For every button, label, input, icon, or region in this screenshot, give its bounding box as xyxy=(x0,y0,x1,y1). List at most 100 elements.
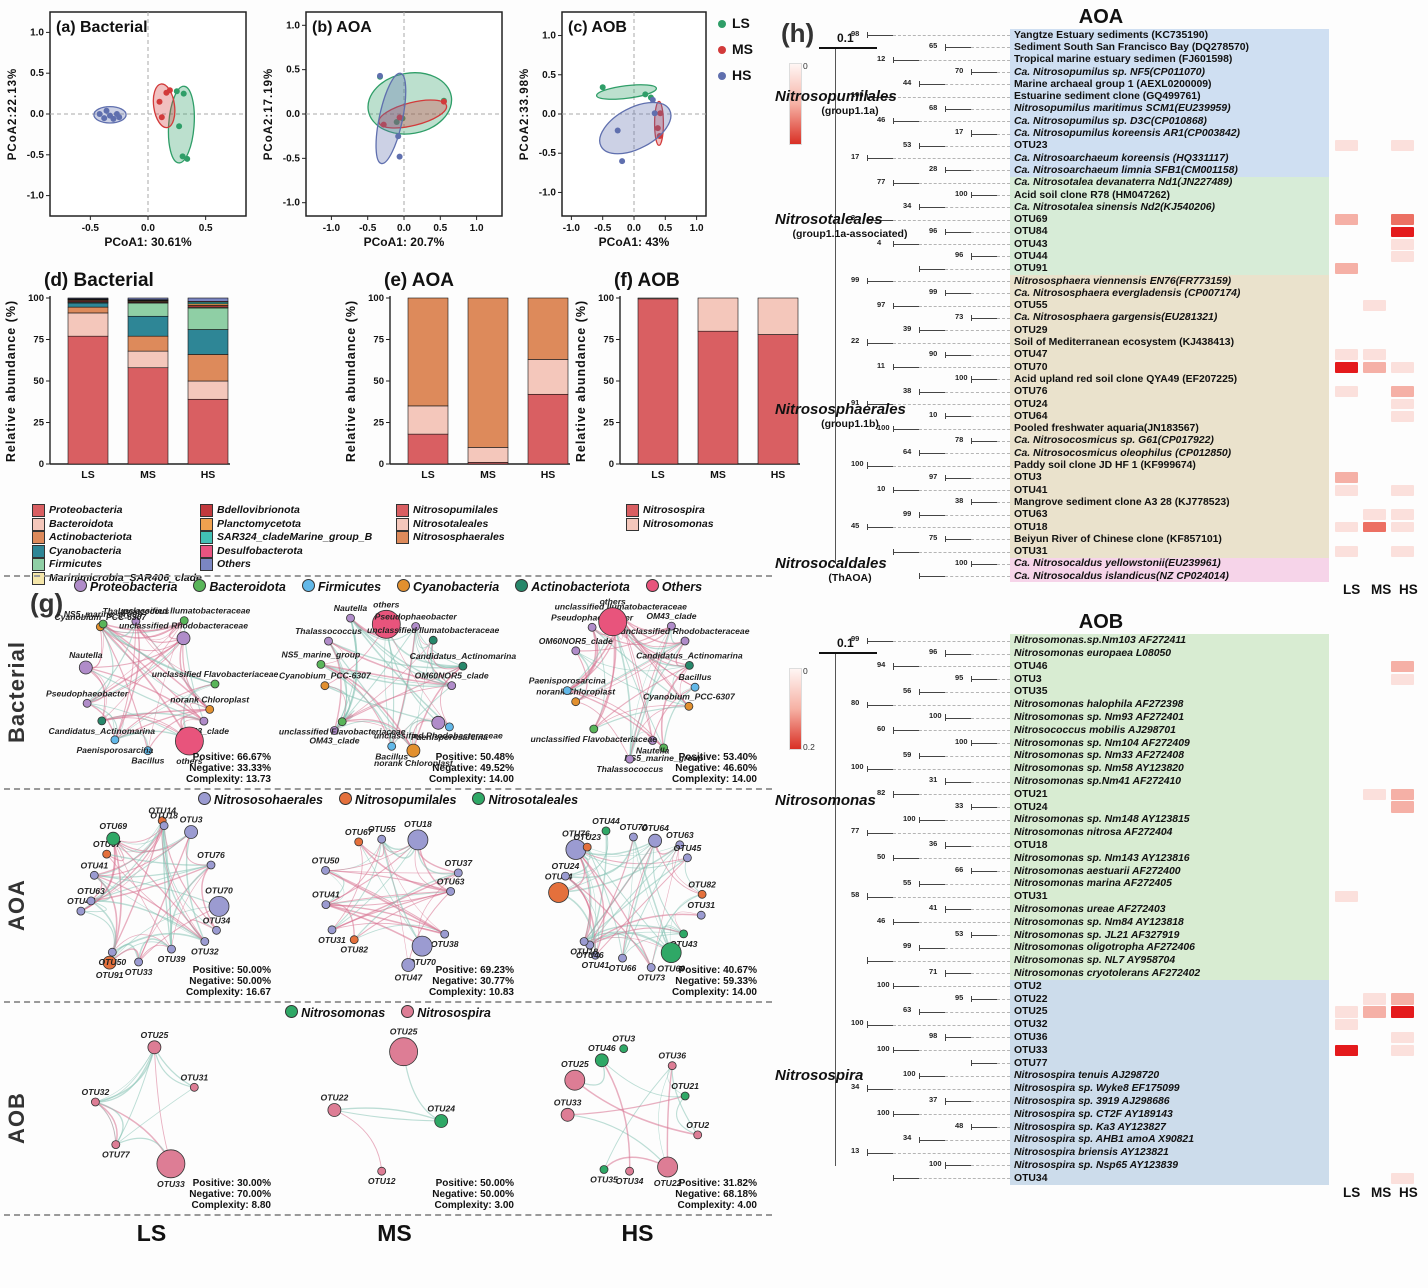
heatmap-cell xyxy=(1391,788,1414,800)
tree-branch: 100 xyxy=(775,1159,1010,1172)
svg-text:unclassified Flavobacteriaceae: unclassified Flavobacteriaceae xyxy=(152,669,279,679)
svg-text:PCoA1: 43%: PCoA1: 43% xyxy=(599,235,670,249)
heatmap-cell xyxy=(1335,635,1358,646)
heatmap-cell xyxy=(1391,484,1414,496)
taxon-label: OTU31 xyxy=(1010,890,1329,904)
tree-branch: 97 xyxy=(775,472,1010,484)
svg-text:OTU31: OTU31 xyxy=(687,900,715,910)
heatmap-cell xyxy=(1363,165,1386,176)
tree-branch: 100 xyxy=(775,558,1010,570)
heatmap-cell xyxy=(1391,571,1414,582)
legend-label: SAR324_cladeMarine_group_B xyxy=(217,531,373,543)
svg-text:-0.5: -0.5 xyxy=(539,148,557,159)
tree-row: 3 OTU69 xyxy=(775,213,1427,226)
heatmap-cell xyxy=(1363,399,1386,410)
taxon-label: Paddy soil clone JD HF 1 (KF999674) xyxy=(1010,459,1329,472)
svg-text:Bacillus: Bacillus xyxy=(679,672,712,682)
heatmap-cell xyxy=(1391,993,1414,1005)
svg-text:-0.5: -0.5 xyxy=(283,153,301,164)
legend-item: Nitrosopumilales xyxy=(396,504,574,518)
heatmap-cell xyxy=(1363,104,1386,115)
svg-text:unclassified Ilumatobacteracea: unclassified Ilumatobacteraceae xyxy=(555,602,688,612)
tree-branch: 77 xyxy=(775,177,1010,189)
tree-row: 64 Ca. Nitrosocosmicus oleophilus (CP0128… xyxy=(775,447,1427,460)
legend-item: Firmicutes xyxy=(301,579,381,594)
taxon-label: Estuarine sediment clone (GQ499761) xyxy=(1010,90,1329,103)
svg-text:75: 75 xyxy=(373,335,384,346)
heatmap-cell xyxy=(1335,904,1358,915)
svg-text:25: 25 xyxy=(33,418,44,429)
heatmap-cell xyxy=(1363,485,1386,496)
svg-text:OM43_clade: OM43_clade xyxy=(646,611,696,621)
taxon-label: Nitrosomonas nitrosa AF272404 xyxy=(1010,826,1329,840)
heatmap-cell xyxy=(1391,361,1414,373)
heatmap-row xyxy=(1329,1057,1427,1070)
heatmap-cell xyxy=(1335,361,1358,373)
heatmap-cell xyxy=(1335,1121,1358,1132)
taxon-label: Ca. Nitrososphaera gargensis(EU281321) xyxy=(1010,311,1329,325)
taxon-label: Nitrosomonas europaea L08050 xyxy=(1010,647,1329,660)
svg-text:OTU31: OTU31 xyxy=(180,1072,208,1082)
taxon-label: Nitrosomonas sp. Nm143 AY123816 xyxy=(1010,851,1329,865)
svg-text:OTU24: OTU24 xyxy=(552,861,580,871)
heatmap-cell xyxy=(1335,1083,1358,1094)
svg-text:PCoA2:17.19%: PCoA2:17.19% xyxy=(263,68,275,161)
tree-row: 78 Ca. Nitrosocosmicus sp. G61(CP017922) xyxy=(775,434,1427,448)
heatmap-cell xyxy=(1335,1134,1358,1145)
tree-row: 50 Nitrosomonas sp. Nm143 AY123816 xyxy=(775,851,1427,865)
svg-text:Thalassococcus: Thalassococcus xyxy=(596,764,663,774)
tree-branch: 100 xyxy=(775,737,1010,750)
pcoa-panel-row: -0.5 0.0 0.5 -1.0 -0.5 0.0 0.5 1.0 PCoA1: 30.61%… xyxy=(4,4,772,268)
svg-text:0.0: 0.0 xyxy=(397,223,411,234)
taxon-label: Yangtze Estuary sediments (KC735190) xyxy=(1010,29,1329,42)
taxon-label: OTU43 xyxy=(1010,238,1329,251)
tree-row: 31 Nitrosomonas sp.Nm41 AF272410 xyxy=(775,775,1427,788)
svg-text:norank Chloroplast: norank Chloroplast xyxy=(536,687,616,697)
taxon-label: Nitrosomonas sp. NL7 AY958704 xyxy=(1010,954,1329,968)
legend-label: Bdellovibrionota xyxy=(217,504,300,516)
heatmap-cell xyxy=(1363,214,1386,225)
network-row-AOA: Nitrososohaerales Nitrosopumilales Nitroso… xyxy=(4,788,772,1001)
tree-branch: 70 xyxy=(775,66,1010,78)
heatmap-cell xyxy=(1335,1096,1358,1107)
heatmap-cell xyxy=(1391,1044,1414,1056)
svg-text:LS: LS xyxy=(81,469,94,481)
heatmap-cell xyxy=(1363,878,1386,889)
svg-text:OTU69: OTU69 xyxy=(657,964,685,974)
heatmap-cell xyxy=(1335,878,1358,889)
tree-branch: 3 xyxy=(775,213,1010,225)
heatmap-cell xyxy=(1391,660,1414,672)
heatmap-cell xyxy=(1391,648,1414,659)
heatmap-cell xyxy=(1391,968,1414,979)
taxon-label: OTU18 xyxy=(1010,520,1329,534)
heatmap-cell xyxy=(1363,853,1386,864)
svg-text:LS: LS xyxy=(651,469,664,481)
tree-row: 95 OTU22 xyxy=(775,992,1427,1006)
heatmap-cell xyxy=(1391,79,1414,90)
tree-row: 22 Soil of Mediterranean ecosystem (KJ438… xyxy=(775,336,1427,349)
heatmap-cell xyxy=(1335,853,1358,864)
heatmap-cell xyxy=(1335,337,1358,348)
heatmap-cell xyxy=(1363,917,1386,928)
heatmap-cell xyxy=(1335,942,1358,953)
taxon-label: OTU35 xyxy=(1010,685,1329,699)
taxon-label: OTU77 xyxy=(1010,1056,1329,1070)
heatmap-row xyxy=(1329,410,1427,422)
heatmap-cell xyxy=(1363,712,1386,723)
tree-branch: 100 xyxy=(775,90,1010,102)
heatmap-cell xyxy=(1335,1019,1358,1031)
tree-row: 46 Ca. Nitrosopumilus sp. D3C(CP010868) xyxy=(775,115,1427,128)
heatmap-cell xyxy=(1391,763,1414,774)
svg-text:OTU73: OTU73 xyxy=(637,973,665,983)
svg-text:OTU25: OTU25 xyxy=(141,1030,169,1040)
taxon-label: Nitrosomonas halophila AF272398 xyxy=(1010,698,1329,712)
heatmap-row xyxy=(1329,78,1427,90)
network-Bacterial-MS: others Pseudophaeobacter unclassified Ilum… xyxy=(279,599,516,785)
heatmap-row xyxy=(1329,814,1427,827)
heatmap-row xyxy=(1329,1082,1427,1095)
heatmap-cell xyxy=(1363,202,1386,213)
heatmap-cell xyxy=(1335,128,1358,139)
tree-row: 65 Sediment South San Francisco Bay (DQ27… xyxy=(775,41,1427,54)
heatmap-cell xyxy=(1363,686,1386,697)
tree-row: 99 Nitrosomonas.sp.Nm103 AF272411 xyxy=(775,634,1427,648)
